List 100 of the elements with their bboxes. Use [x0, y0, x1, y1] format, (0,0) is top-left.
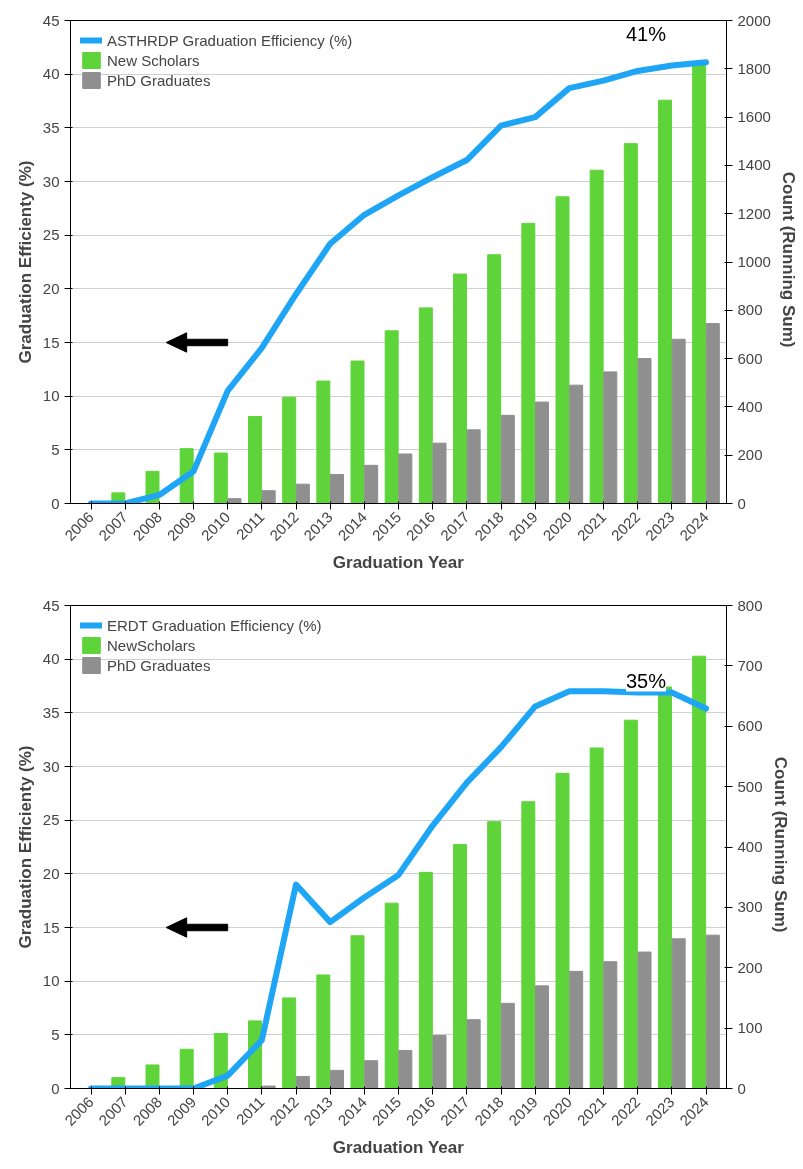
bar: [248, 416, 262, 504]
y-tick-label: 25: [42, 811, 60, 829]
bar: [350, 360, 365, 504]
y2-tick-label: 800: [737, 301, 763, 319]
bar: [500, 1002, 515, 1089]
y-tick-label: 30: [42, 757, 60, 775]
bar: [637, 951, 652, 1089]
y2-tick-label: 1600: [737, 108, 771, 126]
bar: [418, 871, 433, 1089]
bar: [330, 1069, 344, 1089]
y2-tick-label: 200: [737, 958, 763, 976]
legend-label: PhD Graduates: [107, 656, 211, 674]
y-axis-title: Graduation Efficienty (%): [15, 160, 35, 364]
bar: [705, 323, 720, 504]
y-tick-label: 10: [42, 972, 60, 990]
bar: [535, 401, 549, 504]
bar: [432, 442, 447, 504]
bar: [295, 1075, 310, 1089]
y2-tick-label: 1200: [737, 204, 771, 222]
bar: [261, 490, 276, 504]
y-tick-label: 0: [51, 1079, 60, 1097]
bar: [671, 938, 686, 1089]
y-tick-label: 10: [42, 387, 60, 405]
y-tick-label: 5: [51, 1025, 60, 1043]
bar: [384, 330, 399, 504]
y-tick-label: 30: [42, 172, 60, 190]
y-tick-label: 35: [42, 118, 60, 136]
y-tick-label: 0: [51, 494, 60, 512]
y2-tick-label: 2000: [737, 11, 771, 29]
x-axis-title: Graduation Year: [332, 553, 465, 573]
legend-label: PhD Graduates: [107, 71, 211, 89]
y2-tick-label: 300: [737, 898, 763, 916]
y2-tick-label: 0: [737, 1079, 746, 1097]
bar: [282, 396, 297, 504]
bar: [316, 974, 331, 1089]
bar: [500, 414, 515, 504]
y2-tick-label: 1800: [737, 59, 771, 77]
y-tick-label: 25: [42, 226, 60, 244]
y-tick-label: 5: [51, 440, 60, 458]
bar: [418, 307, 433, 504]
y-axis-title: Graduation Efficienty (%): [15, 745, 35, 949]
bar: [179, 1048, 194, 1089]
bar: [589, 169, 604, 504]
bar: [364, 464, 379, 504]
bar: [487, 254, 502, 504]
y2-tick-label: 700: [737, 656, 763, 674]
bar: [316, 380, 331, 504]
x-axis-title: Graduation Year: [332, 1138, 465, 1158]
y2-tick-label: 600: [737, 349, 763, 367]
bar: [295, 483, 310, 504]
bar: [658, 99, 672, 504]
y-tick-label: 15: [42, 333, 60, 351]
y-tick-label: 40: [42, 65, 60, 83]
bar: [671, 338, 686, 504]
bar: [261, 1085, 276, 1089]
bar: [535, 985, 549, 1089]
legend-label: ERDT Graduation Efficiency (%): [107, 616, 322, 634]
annotation: 41%: [625, 23, 667, 46]
y2-axis-title: Count (Running Sum): [770, 756, 790, 933]
bar: [521, 801, 536, 1089]
bar: [350, 935, 365, 1089]
bar: [705, 934, 720, 1089]
bar: [330, 474, 344, 504]
bar: [432, 1034, 447, 1089]
bar: [692, 63, 707, 504]
y2-tick-label: 0: [737, 494, 746, 512]
annotation: 35%: [625, 669, 667, 692]
bar: [603, 371, 618, 504]
bar: [227, 498, 242, 504]
bar: [213, 452, 228, 504]
y-tick-label: 15: [42, 918, 60, 936]
y2-tick-label: 400: [737, 838, 763, 855]
y2-tick-label: 200: [737, 446, 763, 464]
bar: [637, 358, 652, 504]
y2-axis-title: Count (Running Sum): [778, 171, 798, 348]
bar: [555, 772, 570, 1089]
y2-tick-label: 1400: [737, 156, 771, 174]
y-tick-label: 45: [42, 11, 60, 29]
bar: [398, 1049, 413, 1089]
y2-tick-label: 400: [737, 397, 763, 415]
y2-tick-label: 500: [737, 777, 763, 795]
bar: [466, 429, 481, 504]
bar: [364, 1060, 379, 1089]
legend-label: ASTHRDP Graduation Efficiency (%): [107, 31, 353, 49]
bar: [569, 384, 584, 504]
y-tick-label: 20: [42, 279, 60, 297]
y-tick-label: 20: [42, 864, 60, 882]
bar: [589, 747, 604, 1089]
y2-tick-label: 1000: [737, 253, 771, 270]
bar: [603, 961, 618, 1089]
y-tick-label: 40: [42, 650, 60, 668]
bar: [692, 655, 707, 1089]
bar: [384, 902, 399, 1089]
y-tick-label: 35: [42, 703, 60, 721]
bar: [521, 222, 536, 504]
bar: [555, 196, 570, 504]
bar: [466, 1019, 481, 1089]
bar: [145, 1064, 160, 1089]
bar: [282, 997, 297, 1089]
bar: [453, 273, 467, 504]
